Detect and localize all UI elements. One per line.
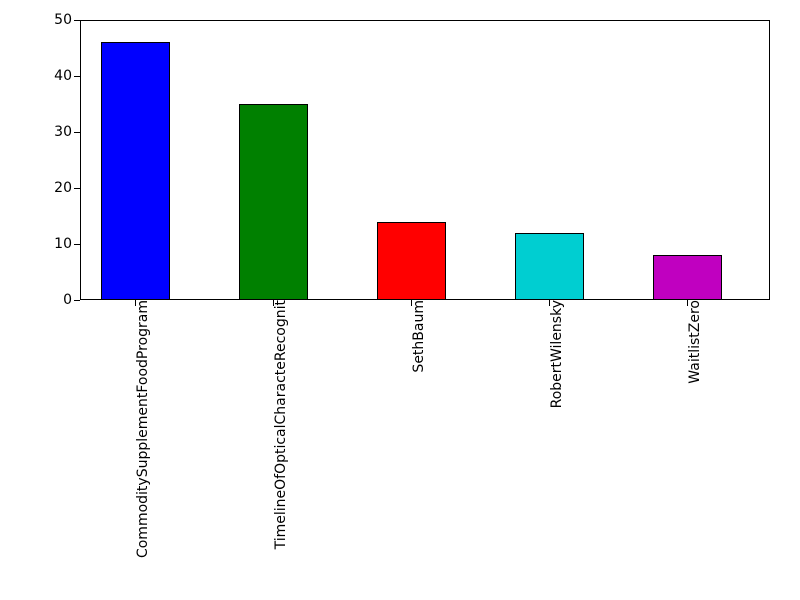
ytick-label: 30 (54, 124, 80, 140)
ytick-label: 0 (63, 292, 80, 308)
xtick-label: TimelineOfOpticalCharacteRecognit (273, 183, 289, 432)
chart-axes: 01020304050CommoditySupplementFoodProgra… (80, 20, 770, 300)
ytick-label: 20 (54, 180, 80, 196)
axis-spine-left (80, 20, 81, 300)
axis-spine-right (769, 20, 770, 300)
axis-spine-top (80, 20, 770, 21)
xtick-label: CommoditySupplementFoodProgram (135, 179, 151, 437)
ytick-label: 40 (54, 68, 80, 84)
figure: 0 10 20 30 40 50 CommoditySupplementFoodProgra… (0, 0, 800, 600)
xtick-label: SethBaum (411, 272, 427, 345)
ytick-label: 50 (54, 12, 80, 28)
xtick-label: WaitlistZero (687, 266, 703, 350)
ytick-label: 10 (54, 236, 80, 252)
xtick-label: RobertWilensky (549, 254, 565, 362)
